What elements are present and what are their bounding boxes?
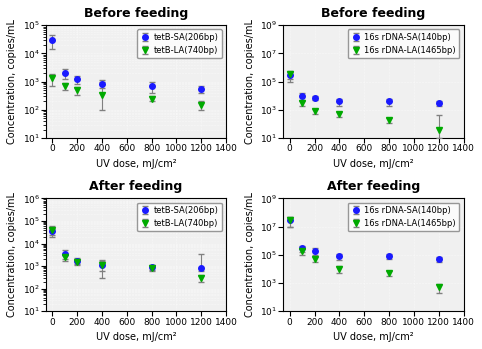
Y-axis label: Concentration, copies/mL: Concentration, copies/mL — [244, 192, 254, 317]
Legend: tetB-SA(206bp), tetB-LA(740bp): tetB-SA(206bp), tetB-LA(740bp) — [137, 29, 222, 58]
X-axis label: UV dose, mJ/cm²: UV dose, mJ/cm² — [333, 332, 414, 342]
Y-axis label: Concentration, copies/mL: Concentration, copies/mL — [244, 19, 254, 144]
Legend: tetB-SA(206bp), tetB-LA(740bp): tetB-SA(206bp), tetB-LA(740bp) — [137, 202, 222, 231]
Legend: 16s rDNA-SA(140bp), 16s rDNA-LA(1465bp): 16s rDNA-SA(140bp), 16s rDNA-LA(1465bp) — [348, 29, 459, 58]
X-axis label: UV dose, mJ/cm²: UV dose, mJ/cm² — [96, 332, 176, 342]
Legend: 16s rDNA-SA(140bp), 16s rDNA-LA(1465bp): 16s rDNA-SA(140bp), 16s rDNA-LA(1465bp) — [348, 202, 459, 231]
Y-axis label: Concentration, copies/mL: Concentration, copies/mL — [7, 192, 17, 317]
Title: Before feeding: Before feeding — [84, 7, 188, 20]
Title: After feeding: After feeding — [327, 180, 420, 193]
Title: Before feeding: Before feeding — [321, 7, 426, 20]
Title: After feeding: After feeding — [90, 180, 183, 193]
X-axis label: UV dose, mJ/cm²: UV dose, mJ/cm² — [96, 159, 176, 169]
Y-axis label: Concentration, copies/mL: Concentration, copies/mL — [7, 19, 17, 144]
X-axis label: UV dose, mJ/cm²: UV dose, mJ/cm² — [333, 159, 414, 169]
